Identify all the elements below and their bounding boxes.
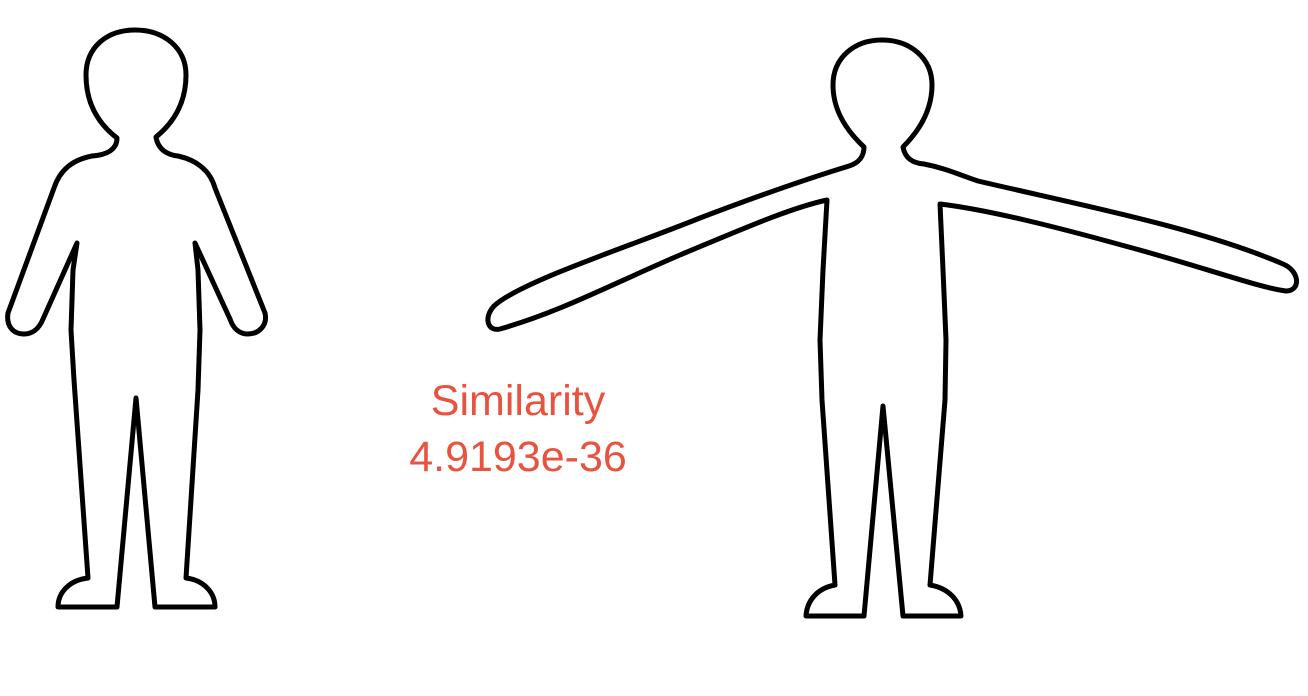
- similarity-value: 4.9193e-36: [409, 433, 627, 481]
- silhouette-outline-left: [5, 27, 269, 610]
- human-silhouette-arms-down: [5, 27, 269, 610]
- silhouette-outline-right: [485, 37, 1299, 619]
- human-silhouette-arms-outstretched: [485, 37, 1299, 619]
- similarity-label: Similarity: [430, 377, 606, 425]
